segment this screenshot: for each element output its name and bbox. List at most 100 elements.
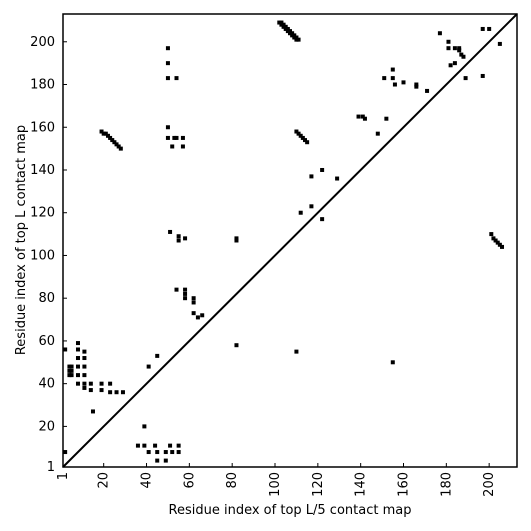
contact-point	[172, 135, 177, 140]
contact-point	[110, 138, 115, 143]
y-axis-label: Residue index of top L contact map	[14, 125, 29, 355]
contact-point	[495, 240, 500, 245]
contact-point	[165, 135, 170, 140]
x-tick-label: 100	[268, 472, 283, 497]
contact-point	[356, 114, 361, 119]
contact-point	[67, 373, 72, 378]
contact-point	[82, 373, 87, 378]
contact-point	[174, 135, 179, 140]
contact-point	[234, 343, 239, 348]
contact-point	[461, 54, 466, 59]
contact-point	[296, 131, 301, 136]
contact-point	[384, 116, 389, 121]
contact-point	[165, 46, 170, 51]
y-tick-label: 60	[38, 334, 55, 349]
contact-point	[294, 349, 299, 354]
contact-point	[480, 73, 485, 78]
plot-frame	[62, 13, 518, 468]
contact-point	[320, 167, 325, 172]
contact-point	[75, 373, 80, 378]
x-tick-label: 80	[225, 472, 240, 489]
contact-point	[153, 443, 158, 448]
contact-point	[63, 450, 68, 455]
contact-point	[309, 174, 314, 179]
x-tick-label: 120	[311, 472, 326, 497]
contact-point	[279, 20, 284, 25]
contact-point	[82, 349, 87, 354]
contact-point	[191, 300, 196, 305]
x-axis-label: Residue index of top L/5 contact map	[169, 503, 412, 518]
contact-point	[200, 313, 205, 318]
contact-point	[82, 385, 87, 390]
contact-point	[283, 24, 288, 29]
contact-point	[142, 424, 147, 429]
y-tick-label: 160	[30, 120, 55, 135]
contact-point	[75, 381, 80, 386]
contact-point	[296, 37, 301, 42]
contact-point	[69, 373, 74, 378]
x-tick-label: 200	[482, 472, 497, 497]
contact-point	[300, 135, 305, 140]
contact-point	[452, 46, 457, 51]
x-tick-label: 60	[182, 472, 197, 489]
contact-point	[360, 114, 365, 119]
contact-point	[63, 347, 68, 352]
contact-point	[463, 76, 468, 81]
contact-point	[163, 450, 168, 455]
contact-point	[292, 35, 297, 40]
contact-point	[497, 242, 502, 247]
contact-point	[195, 315, 200, 320]
contact-point	[120, 390, 125, 395]
contact-point	[457, 48, 462, 53]
y-tick-label: 80	[38, 291, 55, 306]
contact-point	[437, 31, 442, 36]
contact-point	[82, 381, 87, 386]
contact-point	[191, 296, 196, 301]
diagonal-line	[62, 13, 518, 468]
contact-point	[88, 388, 93, 393]
contact-point	[183, 291, 188, 296]
contact-point	[390, 360, 395, 365]
contact-point	[75, 364, 80, 369]
contact-point	[155, 450, 160, 455]
y-tick-label: 140	[30, 163, 55, 178]
x-tick-label: 140	[354, 472, 369, 497]
contact-point	[176, 238, 181, 243]
contact-point	[99, 381, 104, 386]
contact-point	[292, 33, 297, 38]
contact-point	[183, 296, 188, 301]
contact-point	[176, 443, 181, 448]
contact-point	[114, 142, 119, 147]
contact-point	[82, 356, 87, 361]
contact-point	[170, 144, 175, 149]
contact-point	[290, 33, 295, 38]
contact-point	[90, 409, 95, 414]
contact-point	[382, 76, 387, 81]
contact-point	[288, 29, 292, 34]
contact-point	[285, 26, 290, 31]
contact-point	[155, 458, 160, 463]
contact-point	[414, 82, 419, 87]
contact-point	[180, 144, 185, 149]
x-tick-label: 40	[140, 472, 155, 489]
y-tick-label: 20	[38, 419, 55, 434]
contact-point	[487, 26, 492, 31]
contact-point	[285, 29, 290, 34]
contact-point	[446, 46, 451, 51]
contact-point	[414, 84, 419, 89]
contact-point	[191, 311, 196, 316]
contact-point	[309, 204, 314, 209]
contact-point	[457, 46, 462, 51]
contact-point	[281, 24, 286, 29]
contact-point	[294, 129, 299, 134]
contact-point	[168, 229, 173, 234]
contact-point	[176, 234, 181, 239]
contact-point	[75, 356, 80, 361]
x-tick-label: 1	[56, 472, 71, 480]
contact-point	[279, 22, 284, 27]
contact-point	[99, 388, 104, 393]
y-tick-label: 200	[30, 35, 55, 50]
contact-point	[82, 364, 87, 369]
contact-point	[234, 238, 239, 243]
